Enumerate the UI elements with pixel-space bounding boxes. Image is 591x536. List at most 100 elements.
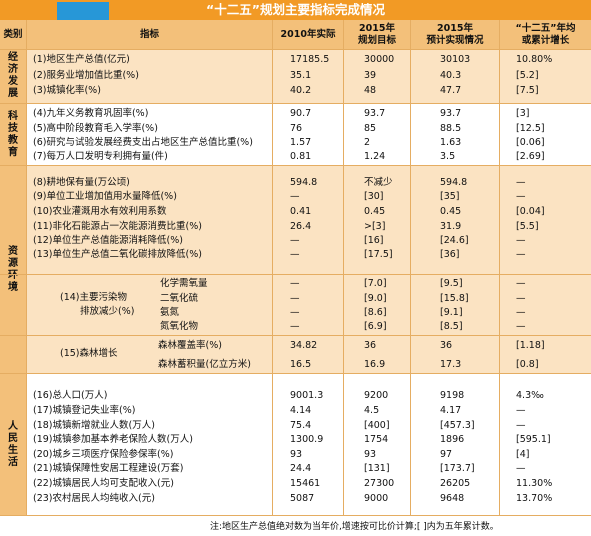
value-2010: — (290, 307, 300, 318)
value-expected: [457.3] (440, 420, 475, 431)
indicator-label: (11)非化石能源占一次能源消费比重(%) (33, 221, 202, 232)
value-growth: [12.5] (516, 123, 545, 134)
band-people (0, 373, 591, 516)
value-2010: 15461 (290, 478, 321, 489)
category-tech: 科 技 教 育 (0, 104, 26, 165)
value-target: [7.0] (364, 278, 387, 289)
indicator-label: (23)农村居民人均纯收入(元) (33, 493, 155, 504)
value-2010: 17185.5 (290, 54, 330, 65)
category-env: 资 源 环 境 (0, 166, 26, 373)
value-2010: 35.1 (290, 70, 312, 81)
forest-item-name: 森林蓄积量(亿立方米) (158, 359, 251, 370)
pollutant-name: 二氧化硫 (160, 293, 199, 304)
value-target: >[3] (364, 221, 386, 232)
divider (0, 274, 591, 275)
value-growth: — (516, 420, 526, 431)
indicator-label: (12)单位生产总值能源消耗降低(%) (33, 235, 183, 246)
divider (0, 515, 591, 516)
indicator-label: (1)地区生产总值(亿元) (33, 54, 130, 65)
indicator-label: (19)城镇参加基本养老保险人数(万人) (33, 434, 193, 445)
value-expected: [9.5] (440, 278, 463, 289)
divider (0, 335, 591, 336)
value-growth: [2.69] (516, 151, 545, 162)
band-env (0, 165, 591, 373)
value-2010: 5087 (290, 493, 315, 504)
value-target: 1754 (364, 434, 389, 445)
value-expected: [36] (440, 249, 460, 260)
indicator-label: (21)城镇保障性安居工程建设(万套) (33, 463, 184, 474)
indicator-label: (6)研究与试验发展经费支出占地区生产总值比重(%) (33, 137, 253, 148)
indicator-label: (8)耕地保有量(万公顷) (33, 177, 130, 188)
value-growth: — (516, 235, 526, 246)
pollutants-label: (14)主要污染物 (60, 292, 128, 303)
value-2010: — (290, 278, 300, 289)
value-target: [6.9] (364, 321, 387, 332)
value-target: 不减少 (364, 177, 393, 188)
category-people: 人 民 生 活 (0, 374, 26, 516)
value-expected: [35] (440, 191, 460, 202)
indicator-label: (5)高中阶段教育毛入学率(%) (33, 123, 158, 134)
band-economy (0, 49, 591, 103)
value-expected: 594.8 (440, 177, 468, 188)
value-target: 2 (364, 137, 371, 148)
value-growth: — (516, 463, 526, 474)
value-growth: [0.06] (516, 137, 545, 148)
value-growth: 13.70% (516, 493, 553, 504)
divider (0, 103, 591, 104)
forest-item-name: 森林覆盖率(%) (158, 340, 222, 351)
indicator-label: (4)九年义务教育巩固率(%) (33, 108, 149, 119)
indicator-label: (18)城镇新增就业人数(万人) (33, 420, 155, 431)
value-expected: 4.17 (440, 405, 462, 416)
value-expected: [8.5] (440, 321, 463, 332)
indicator-label: (20)城乡三项医疗保险参保率(%) (33, 449, 174, 460)
value-target: [400] (364, 420, 390, 431)
value-2010: — (290, 249, 300, 260)
value-expected: [9.1] (440, 307, 463, 318)
value-2010: 9001.3 (290, 390, 324, 401)
value-expected: 97 (440, 449, 453, 460)
value-growth: [5.5] (516, 221, 539, 232)
value-2010: 26.4 (290, 221, 312, 232)
indicator-label: (7)每万人口发明专利拥有量(件) (33, 151, 168, 162)
value-expected: 40.3 (440, 70, 462, 81)
value-target: 9200 (364, 390, 389, 401)
footnote: 注:地区生产总值绝对数为当年价,增速按可比价计算;[ ]内为五年累计数。 (210, 522, 499, 532)
value-target: 0.45 (364, 206, 386, 217)
value-2010: 1.57 (290, 137, 312, 148)
value-target: [9.0] (364, 293, 387, 304)
value-2010: 1300.9 (290, 434, 324, 445)
value-growth: — (516, 278, 526, 289)
value-target: 16.9 (364, 359, 386, 370)
indicator-label: (16)总人口(万人) (33, 390, 108, 401)
value-expected: [173.7] (440, 463, 475, 474)
pollutants-label-2: 排放减少(%) (80, 306, 135, 317)
indicator-label: (22)城镇居民人均可支配收入(元) (33, 478, 174, 489)
value-2010: — (290, 235, 300, 246)
value-target: 27300 (364, 478, 395, 489)
column-divider (272, 20, 273, 516)
value-growth: — (516, 177, 526, 188)
value-growth: [3] (516, 108, 530, 119)
value-target: [30] (364, 191, 384, 202)
value-growth: — (516, 293, 526, 304)
value-expected: [15.8] (440, 293, 469, 304)
forest-label: (15)森林增长 (60, 348, 118, 359)
value-expected: 36 (440, 340, 453, 351)
value-2010: — (290, 191, 300, 202)
value-growth: — (516, 405, 526, 416)
indicator-label: (3)城镇化率(%) (33, 85, 101, 96)
value-target: 9000 (364, 493, 389, 504)
value-2010: 16.5 (290, 359, 312, 370)
value-target: [17.5] (364, 249, 393, 260)
divider (0, 165, 591, 166)
value-2010: 75.4 (290, 420, 312, 431)
pollutant-name: 氮氧化物 (160, 321, 199, 332)
value-target: [16] (364, 235, 384, 246)
header-growth: “十二五”年均 或累计增长 (515, 22, 576, 46)
header-indicator: 指标 (139, 28, 159, 40)
value-expected: 1896 (440, 434, 465, 445)
value-2010: 594.8 (290, 177, 318, 188)
value-target: 93.7 (364, 108, 386, 119)
value-2010: 76 (290, 123, 303, 134)
divider (0, 49, 591, 50)
